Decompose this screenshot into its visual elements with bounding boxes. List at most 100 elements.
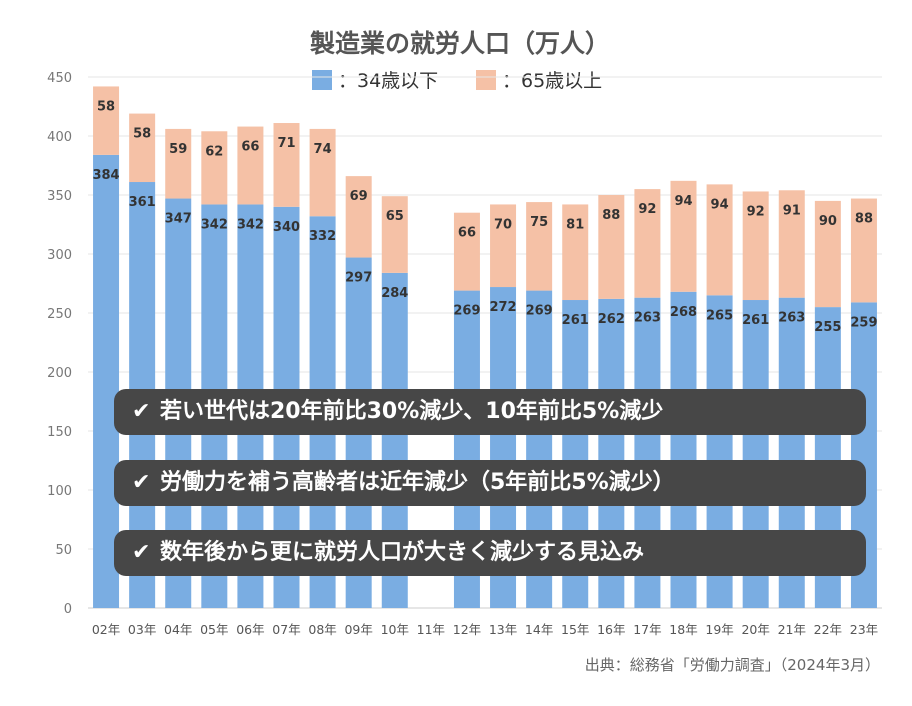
data-label-65: 62 bbox=[205, 144, 223, 159]
data-label-34: 284 bbox=[381, 286, 408, 301]
bar-65-over bbox=[670, 180, 697, 292]
data-label-65: 90 bbox=[819, 214, 837, 229]
y-tick-label: 400 bbox=[47, 130, 72, 145]
x-tick-label: 21年 bbox=[778, 622, 806, 637]
x-tick-label: 20年 bbox=[741, 622, 769, 637]
x-tick-label: 11年 bbox=[417, 622, 445, 637]
checkmark-icon: ✔ bbox=[132, 470, 151, 495]
checkmark-icon: ✔ bbox=[132, 399, 151, 424]
data-label-34: 332 bbox=[309, 229, 336, 244]
y-tick-label: 250 bbox=[47, 307, 72, 322]
data-label-34: 263 bbox=[634, 311, 661, 326]
callout-1: ✔ 若い世代は20年前比30%減少、10年前比5%減少 bbox=[114, 389, 866, 435]
bar-65-over bbox=[490, 204, 517, 288]
data-label-34: 340 bbox=[273, 220, 300, 235]
bar-65-over bbox=[778, 190, 805, 298]
data-label-34: 342 bbox=[237, 217, 264, 232]
x-tick-label: 19年 bbox=[705, 622, 733, 637]
bar-65-over bbox=[129, 113, 156, 183]
y-tick-label: 0 bbox=[64, 602, 72, 617]
callout-3-text: 数年後から更に就労人口が大きく減少する見込み bbox=[160, 540, 645, 565]
data-label-65: 91 bbox=[783, 203, 801, 218]
data-label-34: 261 bbox=[742, 313, 769, 328]
bar-65-over bbox=[381, 196, 408, 273]
data-label-65: 94 bbox=[711, 197, 729, 212]
data-label-34: 262 bbox=[598, 312, 625, 327]
legend: ：34歳以下 ：65歳以上 bbox=[312, 70, 602, 92]
y-tick-label: 350 bbox=[47, 189, 72, 204]
data-label-65: 81 bbox=[566, 217, 584, 232]
data-label-65: 70 bbox=[494, 217, 512, 232]
bar-65-over bbox=[93, 86, 120, 155]
x-tick-label: 23年 bbox=[850, 622, 878, 637]
data-label-34: 259 bbox=[850, 315, 877, 330]
bar-65-over bbox=[309, 128, 336, 217]
x-tick-label: 08年 bbox=[308, 622, 336, 637]
bar-65-over bbox=[742, 191, 769, 301]
data-label-65: 75 bbox=[530, 215, 548, 230]
data-label-65: 69 bbox=[350, 189, 368, 204]
data-label-34: 361 bbox=[129, 195, 156, 210]
bar-65-over bbox=[453, 212, 480, 291]
x-tick-label: 10年 bbox=[381, 622, 409, 637]
x-tick-label: 22年 bbox=[814, 622, 842, 637]
x-tick-label: 14年 bbox=[525, 622, 553, 637]
data-label-65: 59 bbox=[169, 142, 187, 157]
bar-65-over bbox=[345, 176, 372, 258]
checkmark-icon: ✔ bbox=[132, 540, 151, 565]
data-label-65: 92 bbox=[747, 204, 765, 219]
data-label-65: 94 bbox=[674, 194, 692, 209]
bar-65-over bbox=[850, 198, 877, 303]
x-tick-label: 12年 bbox=[453, 622, 481, 637]
x-tick-label: 03年 bbox=[128, 622, 156, 637]
data-label-34: 263 bbox=[778, 311, 805, 326]
data-label-65: 88 bbox=[855, 212, 873, 227]
data-label-65: 58 bbox=[133, 127, 151, 142]
callout-3: ✔ 数年後から更に就労人口が大きく減少する見込み bbox=[114, 530, 866, 576]
bar-34-under bbox=[93, 154, 120, 608]
x-tick-label: 06年 bbox=[236, 622, 264, 637]
x-tick-label: 02年 bbox=[92, 622, 120, 637]
bar-65-over bbox=[634, 189, 661, 298]
bar-65-over bbox=[273, 123, 300, 207]
data-label-34: 269 bbox=[453, 304, 480, 319]
data-label-65: 88 bbox=[602, 208, 620, 223]
bar-65-over bbox=[201, 131, 228, 205]
data-label-65: 92 bbox=[638, 202, 656, 217]
source-note: 出典：総務省「労働力調査」（2024年3月） bbox=[585, 656, 880, 674]
data-label-65: 66 bbox=[241, 140, 259, 155]
x-tick-label: 13年 bbox=[489, 622, 517, 637]
x-tick-label: 15年 bbox=[561, 622, 589, 637]
x-tick-label: 09年 bbox=[344, 622, 372, 637]
data-label-34: 297 bbox=[345, 271, 372, 286]
data-label-65: 66 bbox=[458, 226, 476, 241]
bar-65-over bbox=[706, 184, 733, 296]
legend-swatch-34 bbox=[312, 70, 332, 90]
data-label-34: 342 bbox=[201, 217, 228, 232]
data-label-34: 269 bbox=[526, 304, 553, 319]
y-tick-label: 100 bbox=[47, 484, 72, 499]
legend-label-34: ：34歳以下 bbox=[338, 70, 438, 92]
data-label-34: 384 bbox=[92, 168, 119, 183]
callout-2: ✔ 労働力を補う高齢者は近年減少（5年前比5%減少） bbox=[114, 460, 866, 506]
x-tick-label: 05年 bbox=[200, 622, 228, 637]
data-label-34: 265 bbox=[706, 308, 733, 323]
bar-65-over bbox=[814, 200, 841, 308]
callout-1-text: 若い世代は20年前比30%減少、10年前比5%減少 bbox=[160, 399, 664, 424]
bar-65-over bbox=[165, 128, 192, 199]
x-tick-label: 17年 bbox=[633, 622, 661, 637]
data-label-65: 58 bbox=[97, 99, 115, 114]
legend-label-65: ：65歳以上 bbox=[502, 70, 602, 92]
bar-65-over bbox=[526, 202, 553, 291]
y-tick-label: 150 bbox=[47, 425, 72, 440]
data-label-34: 268 bbox=[670, 305, 697, 320]
x-tick-label: 04年 bbox=[164, 622, 192, 637]
y-tick-label: 200 bbox=[47, 366, 72, 381]
bar-65-over bbox=[598, 195, 625, 299]
x-tick-label: 18年 bbox=[669, 622, 697, 637]
x-tick-label: 16年 bbox=[597, 622, 625, 637]
x-tick-label: 07年 bbox=[272, 622, 300, 637]
bar-65-over bbox=[562, 204, 589, 301]
legend-swatch-65 bbox=[476, 70, 496, 90]
